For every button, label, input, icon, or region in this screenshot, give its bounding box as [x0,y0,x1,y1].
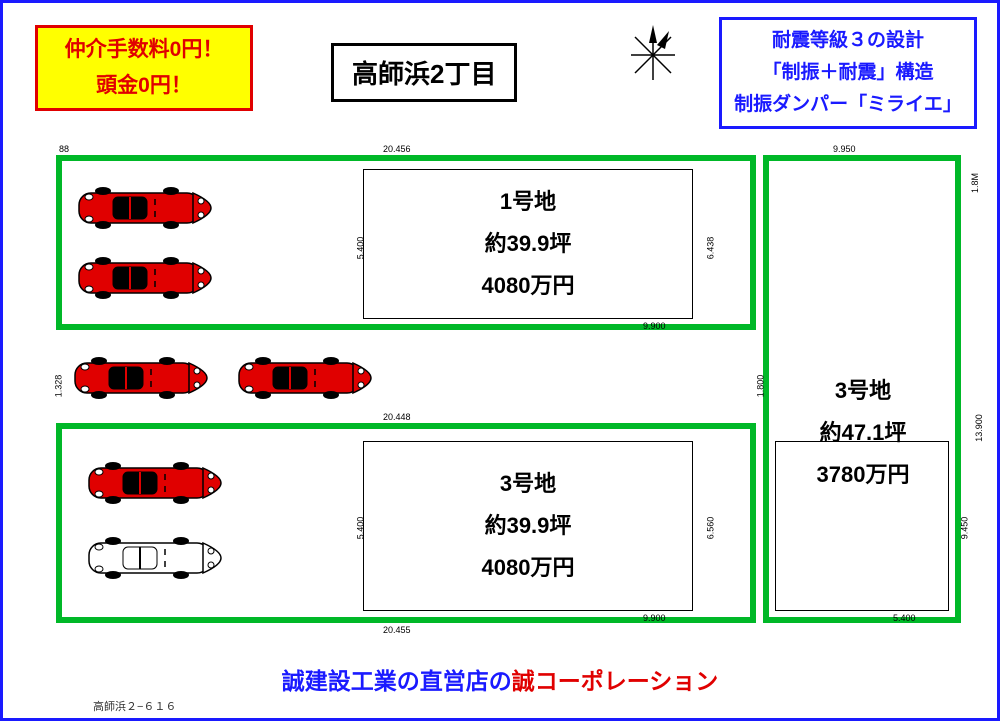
lot-name: 1号地 [500,181,556,223]
dimension-label: 88 [59,144,69,154]
dimension-label: 1.328 [53,375,63,398]
dimension-label: 20.456 [383,144,411,154]
lot-label-lot2: 3号地約39.9坪4080万円 [363,441,693,611]
bottom-note: 高師浜２−６１６ [93,698,176,714]
lot-area: 約39.9坪 [485,505,572,547]
lot-price: 3780万円 [817,454,910,496]
car-icon [233,353,373,403]
car-icon [73,183,213,233]
dimension-label: 20.448 [383,412,411,422]
dimension-label: 5.400 [893,613,916,623]
flyer-canvas: 仲介手数料0円！ 頭金0円！ 高師浜2丁目 耐震等級３の設計 「制振＋耐震」構造… [0,0,1000,721]
lot-price: 4080万円 [482,547,575,589]
title-text: 高師浜2丁目 [352,59,496,89]
dimension-label: 9.950 [833,144,856,154]
car-icon [69,353,209,403]
dimension-label: 6.438 [705,237,715,260]
lot-label-lot3: 3号地約47.1坪3780万円 [773,333,953,533]
car-icon [83,533,223,583]
footer-part1: 誠建設工業の直営店の [282,668,512,694]
dimension-label: 1.800 [755,375,765,398]
dimension-label: 1.8M [970,173,980,193]
lot-price: 4080万円 [482,265,575,307]
dimension-label: 6.560 [705,517,715,540]
dimension-label: 13.900 [974,414,984,442]
feature-line1: 耐震等級３の設計 [772,25,924,57]
feature-line2: 「制振＋耐震」構造 [762,57,933,89]
car-icon [73,253,213,303]
footer-text: 誠建設工業の直営店の誠コーポレーション [3,662,997,696]
dimension-label: 9.900 [643,321,666,331]
lot-area: 約47.1坪 [820,412,907,454]
lot-label-lot1: 1号地約39.9坪4080万円 [363,169,693,319]
compass-icon [623,25,683,85]
footer-part2: 誠コーポレーション [512,668,719,694]
dimension-label: 5.400 [355,237,365,260]
feature-line3: 制振ダンパー「ミライエ」 [734,89,962,121]
dimension-label: 20.455 [383,625,411,635]
lot-name: 3号地 [835,370,891,412]
dimension-label: 9.900 [643,613,666,623]
features-box: 耐震等級３の設計 「制振＋耐震」構造 制振ダンパー「ミライエ」 [719,17,977,129]
dimension-label: 9.450 [959,517,969,540]
dimension-label: 5.400 [355,517,365,540]
lot-name: 3号地 [500,463,556,505]
car-icon [83,458,223,508]
promo-box: 仲介手数料0円！ 頭金0円！ [35,25,253,111]
lot-area: 約39.9坪 [485,223,572,265]
promo-line1: 仲介手数料0円！ [65,32,224,68]
title-box: 高師浜2丁目 [331,43,517,102]
promo-line2: 頭金0円！ [96,68,192,104]
